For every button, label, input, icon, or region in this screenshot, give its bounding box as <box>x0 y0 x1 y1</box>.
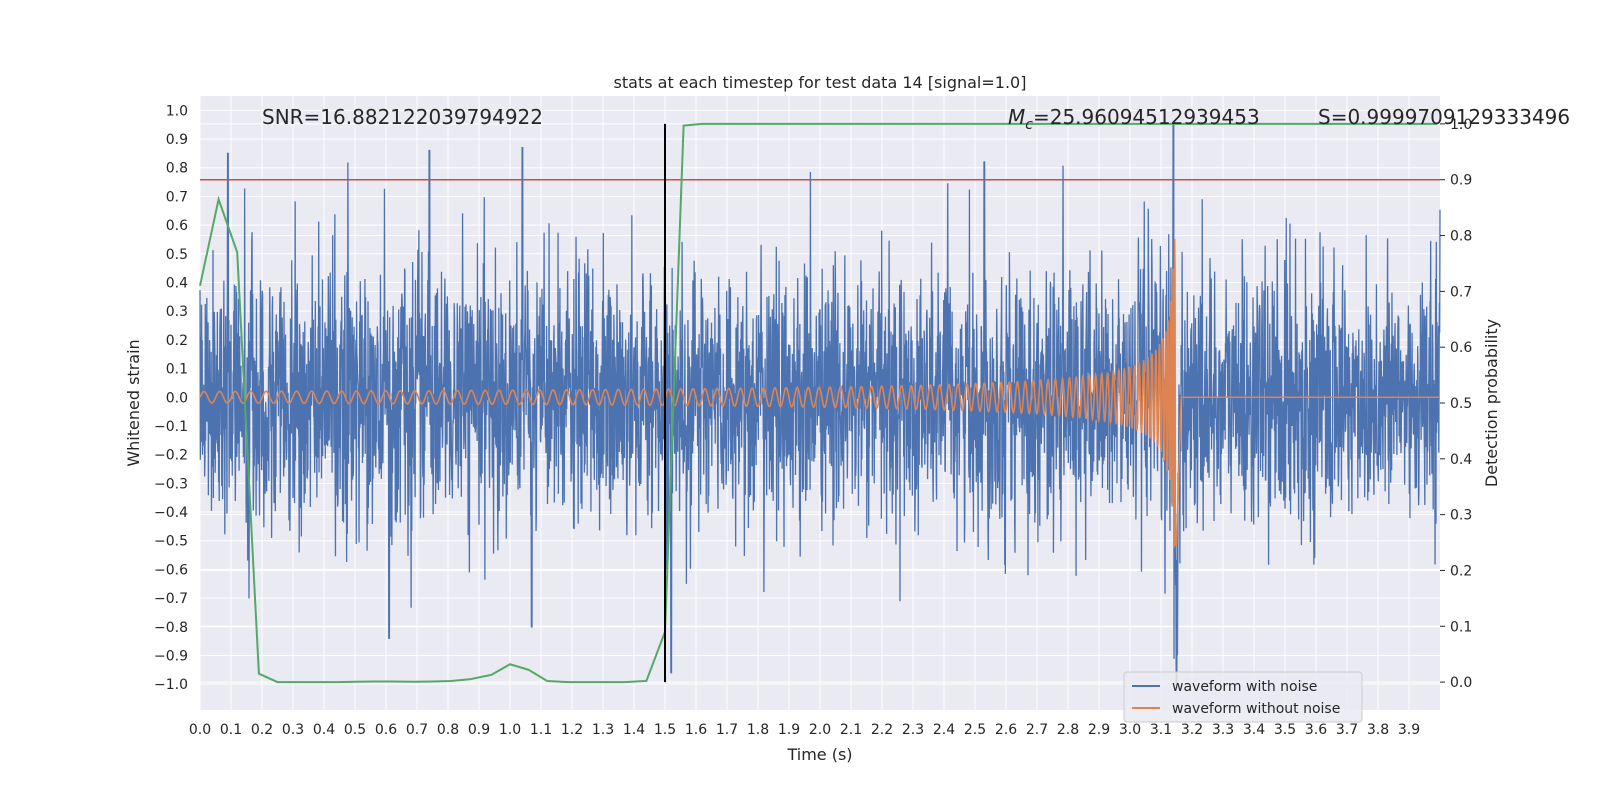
legend-label-clean: waveform without noise <box>1172 701 1340 717</box>
y-tick-label: −0.2 <box>154 448 188 464</box>
x-tick-label: 1.6 <box>685 722 707 738</box>
y2-axis-label: Detection probability <box>1482 319 1501 487</box>
y-tick-label: 0.3 <box>166 304 188 320</box>
x-tick-label: 0.5 <box>344 722 366 738</box>
x-tick-label: 0.9 <box>468 722 490 738</box>
y-tick-label: −0.5 <box>154 534 188 550</box>
series-detection-probability <box>199 122 1437 684</box>
x-tick-label: 3.7 <box>1336 722 1358 738</box>
y2-tick-label: 0.9 <box>1450 173 1472 189</box>
y2-tick-label: 0.0 <box>1450 675 1472 691</box>
series-layer <box>199 124 1441 685</box>
x-tick-label: 2.2 <box>871 722 893 738</box>
y2-tick-label: 1.0 <box>1450 117 1472 133</box>
x-tick-label: 2.1 <box>840 722 862 738</box>
tick-layer: 0.0 0.1 0.2 0.3 0.4 0.5 0.6 0.7 0.8 0.9 1.0 1.1 1.2 1… <box>154 103 1472 738</box>
x-tick-label: 1.5 <box>654 722 676 738</box>
y-tick-label: 0.0 <box>166 390 188 406</box>
x-tick-label: 1.4 <box>623 722 645 738</box>
x-tick-label: 3.3 <box>1212 722 1234 738</box>
y-tick-label: −0.4 <box>154 505 188 521</box>
x-tick-label: 2.7 <box>1026 722 1048 738</box>
x-tick-label: 1.7 <box>716 722 738 738</box>
x-tick-label: 2.3 <box>902 722 924 738</box>
y-tick-label: 0.1 <box>166 362 188 378</box>
x-tick-label: 3.2 <box>1181 722 1203 738</box>
y2-tick-label: 0.6 <box>1450 340 1472 356</box>
y2-tick-label: 0.8 <box>1450 229 1472 245</box>
x-tick-label: 2.4 <box>933 722 955 738</box>
y-tick-label: 0.9 <box>166 132 188 148</box>
y-axis-label: Whitened strain <box>124 339 143 466</box>
y-tick-label: 0.5 <box>166 247 188 263</box>
s-annotation: S=0.9999709129333496 <box>1318 105 1570 129</box>
x-tick-label: 1.8 <box>747 722 769 738</box>
x-tick-label: 0.1 <box>220 722 242 738</box>
legend: waveform with noise waveform without noi… <box>1123 671 1363 723</box>
y-tick-label: −0.6 <box>154 562 188 578</box>
series-waveform-without-noise <box>199 238 1440 548</box>
y-tick-label: 1.0 <box>166 103 188 119</box>
x-tick-label: 2.6 <box>995 722 1017 738</box>
x-tick-label: 3.1 <box>1150 722 1172 738</box>
x-tick-label: 3.0 <box>1119 722 1141 738</box>
x-axis-label: Time (s) <box>786 745 852 764</box>
x-tick-label: 2.8 <box>1057 722 1079 738</box>
x-tick-label: 3.6 <box>1305 722 1327 738</box>
overlay-layer <box>199 122 1440 684</box>
y-tick-label: −0.1 <box>154 419 188 435</box>
x-tick-label: 1.1 <box>530 722 552 738</box>
x-tick-label: 1.0 <box>499 722 521 738</box>
x-tick-label: 2.0 <box>809 722 831 738</box>
y-tick-label: −0.7 <box>154 591 188 607</box>
x-tick-label: 0.8 <box>437 722 459 738</box>
mc-symbol: M <box>1008 105 1025 129</box>
y2-tick-label: 0.3 <box>1450 508 1472 524</box>
x-tick-label: 0.6 <box>375 722 397 738</box>
x-tick-label: 0.0 <box>189 722 211 738</box>
y2-tick-label: 0.7 <box>1450 284 1472 300</box>
y2-tick-label: 0.4 <box>1450 452 1472 468</box>
legend-label-noise: waveform with noise <box>1172 679 1317 695</box>
y2-tick-label: 0.1 <box>1450 619 1472 635</box>
x-tick-label: 3.9 <box>1398 722 1420 738</box>
series-waveform-with-noise <box>199 124 1441 685</box>
mc-value: =25.96094512939453 <box>1033 105 1260 129</box>
x-tick-label: 0.2 <box>251 722 273 738</box>
y-tick-label: 0.8 <box>166 161 188 177</box>
y-tick-label: 0.6 <box>166 218 188 234</box>
x-tick-label: 1.9 <box>778 722 800 738</box>
x-tick-label: 1.3 <box>592 722 614 738</box>
y-tick-label: −0.8 <box>154 620 188 636</box>
x-tick-label: 1.2 <box>561 722 583 738</box>
x-tick-label: 3.8 <box>1367 722 1389 738</box>
y2-tick-label: 0.5 <box>1450 396 1472 412</box>
legend-box <box>1123 671 1363 723</box>
x-tick-label: 3.5 <box>1274 722 1296 738</box>
y-tick-label: 0.2 <box>166 333 188 349</box>
y-tick-label: −0.3 <box>154 476 188 492</box>
x-tick-label: 2.5 <box>964 722 986 738</box>
y-tick-label: −1.0 <box>154 677 188 693</box>
x-tick-label: 0.4 <box>313 722 335 738</box>
x-tick-label: 0.3 <box>282 722 304 738</box>
mc-subscript: c <box>1025 117 1033 133</box>
y-tick-label: 0.4 <box>166 275 188 291</box>
x-tick-label: 3.4 <box>1243 722 1265 738</box>
mc-annotation: Mc=25.96094512939453 <box>1008 105 1260 133</box>
snr-annotation: SNR=16.882122039794922 <box>262 105 543 129</box>
chart-title: stats at each timestep for test data 14 … <box>614 73 1027 92</box>
x-tick-label: 2.9 <box>1088 722 1110 738</box>
y-tick-label: 0.7 <box>166 189 188 205</box>
x-tick-label: 0.7 <box>406 722 428 738</box>
y-tick-label: −0.9 <box>154 648 188 664</box>
y2-tick-label: 0.2 <box>1450 563 1472 579</box>
